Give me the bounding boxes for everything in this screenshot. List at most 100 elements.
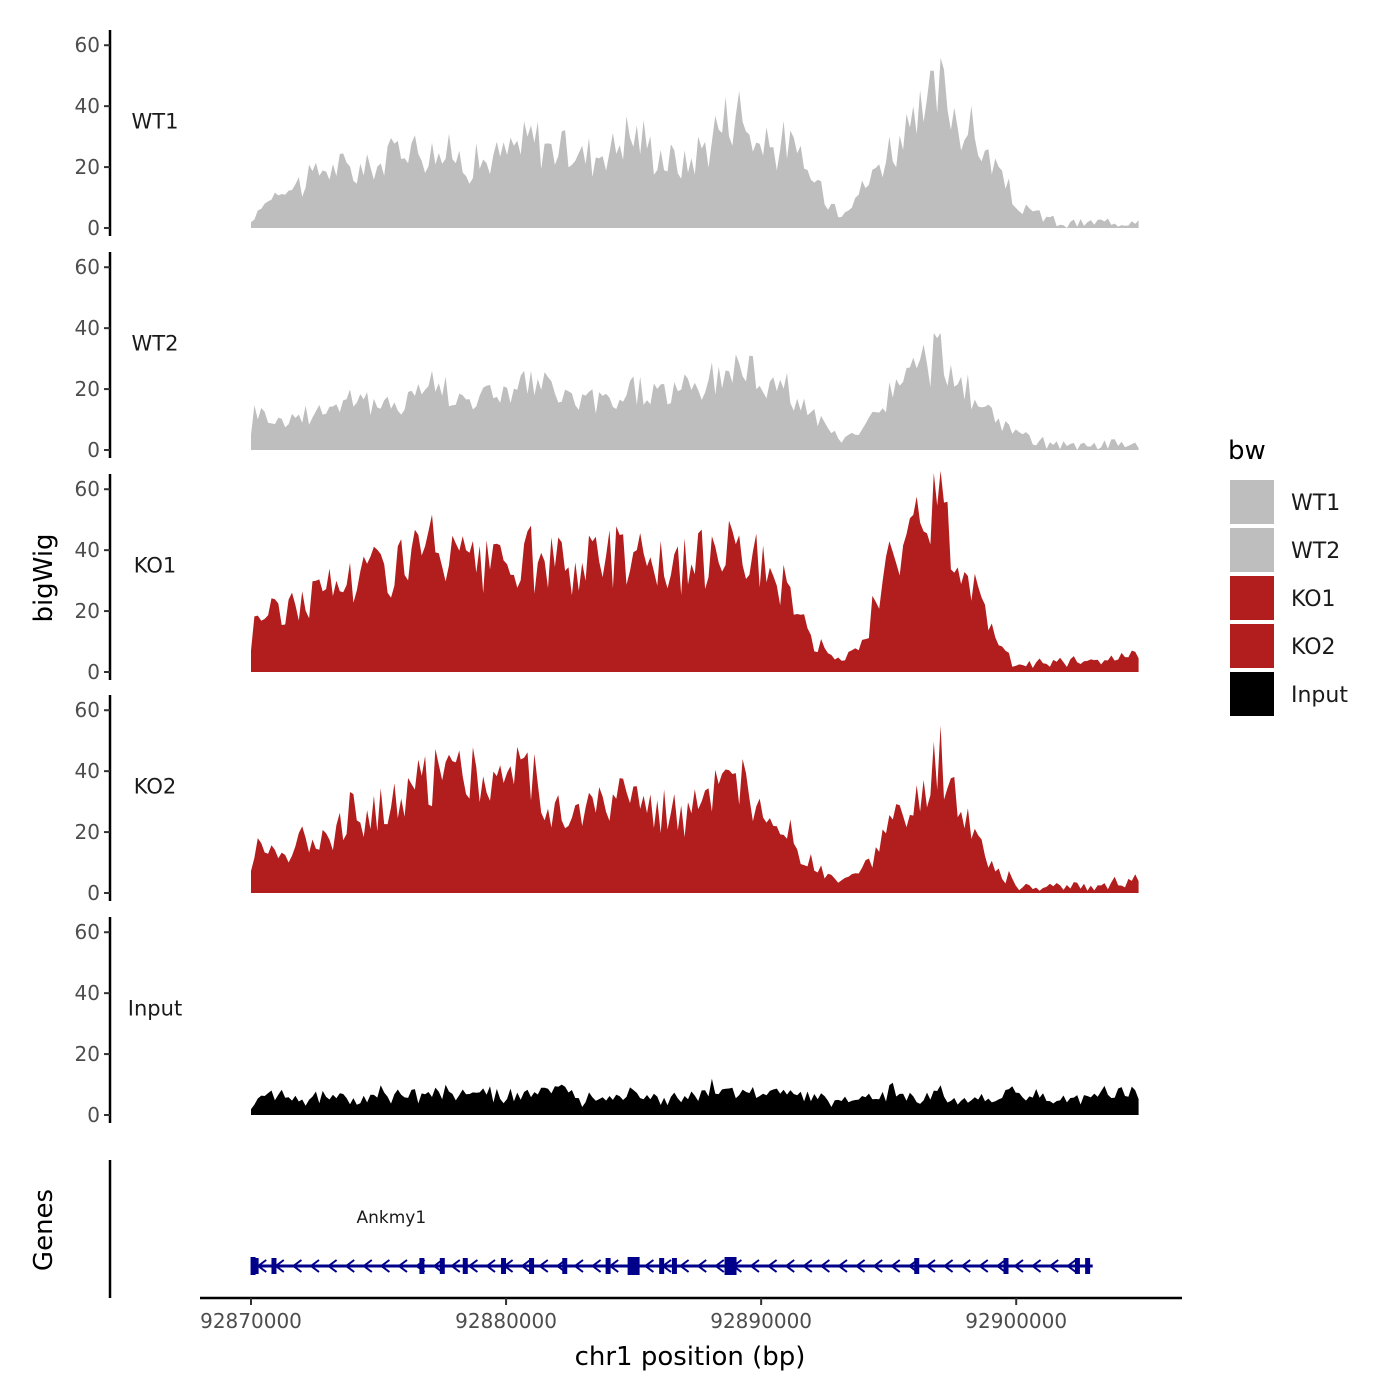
legend: bw WT1 WT2 KO1 KO2 Input — [1228, 436, 1348, 716]
x-tick-label: 92890000 — [710, 1309, 812, 1333]
strand-arrow — [344, 1259, 355, 1273]
y-tick-label: 40 — [75, 759, 100, 783]
track-wt1: 0 20 40 60 WT1 — [75, 30, 1139, 240]
y-tick-label: 0 — [87, 216, 100, 240]
x-axis: 92870000 92880000 92890000 92900000 — [200, 1296, 1182, 1333]
legend-label-wt1: WT1 — [1291, 491, 1340, 516]
strand-arrow — [467, 1259, 479, 1273]
y-tick-label: 20 — [75, 820, 100, 844]
gene-exon — [271, 1258, 277, 1274]
gene-exon — [914, 1258, 920, 1274]
y-tick-label: 40 — [75, 94, 100, 118]
y-tick-label: 60 — [75, 920, 100, 944]
gene-exon — [529, 1258, 535, 1274]
y-tick-label: 60 — [75, 255, 100, 279]
strand-arrow — [309, 1259, 320, 1273]
gene-exon — [562, 1258, 568, 1274]
strand-arrow — [590, 1259, 602, 1273]
legend-label-wt2: WT2 — [1291, 539, 1340, 564]
strand-arrow — [326, 1259, 338, 1273]
y-axis-title: bigWig — [29, 533, 59, 622]
gene-name-label: Ankmy1 — [356, 1208, 426, 1228]
gene-exon — [1003, 1258, 1009, 1274]
x-tick-label: 92870000 — [200, 1309, 302, 1333]
y-tick-label: 60 — [75, 33, 100, 57]
strand-arrow — [749, 1259, 760, 1273]
strand-arrow — [485, 1259, 496, 1273]
strand-arrow — [802, 1259, 813, 1273]
x-tick-label: 92900000 — [965, 1309, 1067, 1333]
strand-arrow — [819, 1259, 830, 1273]
track-label: Input — [128, 996, 182, 1020]
gene-exon — [253, 1258, 259, 1274]
strand-arrow — [379, 1259, 391, 1273]
track-ko1: 0 20 40 60 KO1 — [75, 470, 1139, 684]
coverage-area-ko2 — [251, 725, 1139, 893]
y-tick-label: 40 — [75, 538, 100, 562]
strand-arrow — [960, 1259, 971, 1273]
strand-arrow — [291, 1259, 303, 1273]
y-tick-label: 0 — [87, 1103, 100, 1127]
gene-exon — [462, 1258, 468, 1274]
track-label: KO1 — [134, 553, 177, 577]
gene-exon — [627, 1257, 640, 1275]
y-tick-label: 40 — [75, 316, 100, 340]
coverage-area-input — [251, 1078, 1139, 1115]
y-tick-label: 60 — [75, 477, 100, 501]
strand-arrow — [362, 1259, 373, 1273]
genes-axis-title: Genes — [29, 1189, 59, 1271]
strand-arrow — [643, 1259, 655, 1273]
legend-key-input — [1230, 672, 1274, 716]
gene-track-panel: Ankmy1 — [108, 1160, 1093, 1298]
track-wt2: 0 20 40 60 WT2 — [75, 252, 1139, 462]
strand-arrow — [696, 1259, 707, 1273]
y-tick-label: 0 — [87, 438, 100, 462]
strand-arrow — [784, 1259, 795, 1273]
legend-label-ko1: KO1 — [1291, 587, 1336, 612]
legend-key-wt1 — [1230, 480, 1274, 524]
y-tick-label: 20 — [75, 599, 100, 623]
strand-arrow — [872, 1259, 883, 1273]
strand-arrow — [925, 1259, 936, 1273]
strand-arrow — [520, 1259, 531, 1273]
strand-arrow — [678, 1259, 690, 1273]
strand-arrow — [995, 1259, 1006, 1273]
y-tick-label: 20 — [75, 377, 100, 401]
strand-arrow — [432, 1259, 443, 1273]
legend-key-ko2 — [1230, 624, 1274, 668]
x-axis-title: chr1 position (bp) — [575, 1342, 806, 1372]
signal-tracks: 0 20 40 60 WT1 0 20 40 60 WT2 0 20 40 60 KO1 0 20 40 60 KO2… — [75, 30, 1139, 1127]
gene-exon — [1074, 1258, 1080, 1274]
gene-exon — [419, 1258, 425, 1274]
coverage-area-ko1 — [251, 470, 1139, 672]
strand-arrow — [573, 1259, 584, 1273]
strand-arrow — [450, 1259, 461, 1273]
coverage-area-wt2 — [251, 332, 1139, 450]
track-label: KO2 — [134, 774, 177, 798]
strand-arrow — [890, 1259, 901, 1273]
track-label: WT2 — [132, 331, 179, 355]
gene-exon — [439, 1258, 445, 1274]
y-tick-label: 20 — [75, 155, 100, 179]
legend-label-ko2: KO2 — [1291, 635, 1336, 660]
coverage-area-wt1 — [251, 57, 1139, 228]
strand-arrow — [1066, 1259, 1077, 1273]
y-tick-label: 60 — [75, 698, 100, 722]
strand-arrow — [837, 1259, 848, 1273]
strand-arrow — [714, 1259, 725, 1273]
y-tick-label: 0 — [87, 881, 100, 905]
track-ko2: 0 20 40 60 KO2 — [75, 695, 1139, 905]
y-tick-label: 20 — [75, 1042, 100, 1066]
strand-arrow — [1030, 1259, 1042, 1273]
legend-label-input: Input — [1291, 683, 1348, 708]
strand-arrow — [942, 1259, 954, 1273]
strand-arrow — [978, 1259, 989, 1273]
gene-exon — [659, 1258, 665, 1274]
legend-key-wt2 — [1230, 528, 1274, 572]
strand-arrow — [766, 1259, 778, 1273]
gene-exon — [671, 1258, 677, 1274]
track-label: WT1 — [132, 109, 179, 133]
gene-exon — [605, 1258, 611, 1274]
strand-arrow — [1013, 1259, 1024, 1273]
